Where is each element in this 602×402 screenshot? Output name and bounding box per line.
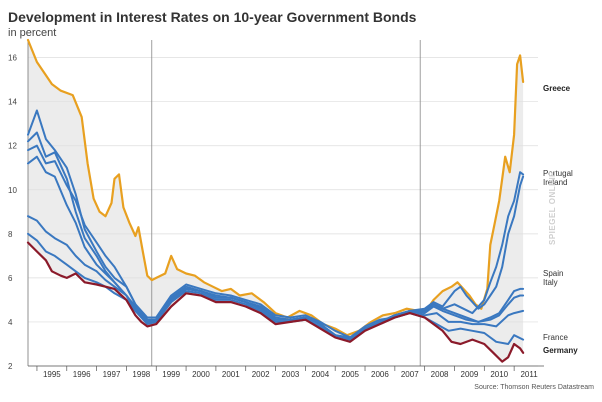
y-tick-label: 16: [8, 54, 17, 63]
x-tick-label: 2001: [222, 370, 240, 379]
y-tick-label: 12: [8, 142, 17, 151]
source-note: Source: Thomson Reuters Datastream: [474, 384, 594, 391]
x-tick-label: 2006: [371, 370, 389, 379]
series-line-germany: [26, 241, 525, 363]
y-tick-label: 14: [8, 98, 17, 107]
series-label-italy: Italy: [543, 278, 558, 287]
series-line-france: [27, 232, 525, 345]
y-tick-label: 6: [8, 274, 13, 283]
chart-title: Development in Interest Rates on 10-year…: [8, 9, 417, 25]
x-tick-label: 2005: [341, 370, 359, 379]
x-tick-label: 2011: [520, 370, 538, 379]
x-tick-label: 2010: [490, 370, 508, 379]
series-line-series-5: [27, 215, 525, 341]
x-tick-label: 2008: [431, 370, 449, 379]
x-tick-label: 2000: [192, 370, 210, 379]
series-label-france: France: [543, 333, 568, 342]
watermark: SPIEGEL ONLINE: [548, 171, 557, 245]
y-tick-label: 10: [8, 186, 17, 195]
series-layer: [26, 38, 525, 363]
series-label-germany: Germany: [543, 346, 578, 355]
y-tick-label: 4: [8, 318, 13, 327]
series-label-portugal: Portugal: [543, 169, 573, 178]
x-tick-label: 1995: [43, 370, 61, 379]
x-tick-label: 2003: [282, 370, 300, 379]
series-label-greece: Greece: [543, 84, 571, 93]
series-line-greece: [26, 38, 525, 337]
chart-subtitle: in percent: [8, 27, 56, 39]
x-tick-label: 2007: [401, 370, 419, 379]
y-tick-label: 8: [8, 230, 13, 239]
y-tick-label: 2: [8, 362, 13, 371]
series-line-portugal: [27, 109, 525, 339]
x-tick-label: 2004: [311, 370, 329, 379]
series-label-ireland: Ireland: [543, 178, 567, 187]
x-tick-label: 1997: [103, 370, 121, 379]
x-tick-label: 2009: [461, 370, 479, 379]
axis-layer: 2 4 6 8 10 12 14 16 1995 1996 1997 1998 1999 2000 2001…: [8, 40, 544, 379]
x-tick-label: 2002: [252, 370, 270, 379]
x-tick-label: 1999: [162, 370, 180, 379]
series-label-spain: Spain: [543, 269, 563, 278]
x-tick-label: 1996: [73, 370, 91, 379]
x-tick-label: 1998: [132, 370, 150, 379]
